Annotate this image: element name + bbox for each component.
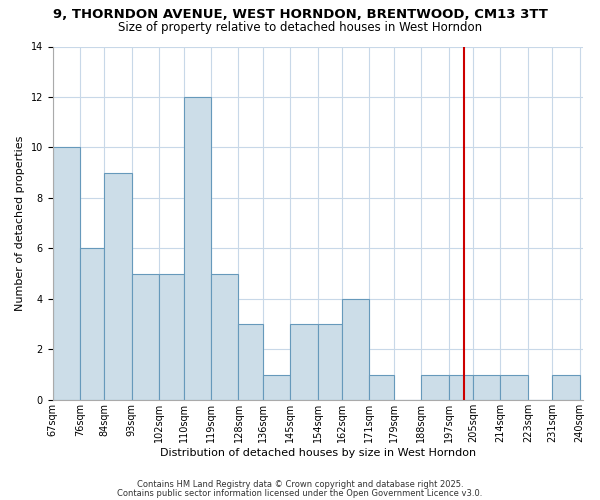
Bar bbox=[449, 374, 473, 400]
Bar bbox=[104, 172, 132, 400]
Bar bbox=[552, 374, 580, 400]
Bar bbox=[500, 374, 528, 400]
Bar bbox=[159, 274, 184, 400]
Bar bbox=[211, 274, 238, 400]
Bar bbox=[317, 324, 342, 400]
Bar bbox=[53, 148, 80, 400]
Bar bbox=[290, 324, 317, 400]
Bar bbox=[132, 274, 159, 400]
Y-axis label: Number of detached properties: Number of detached properties bbox=[15, 136, 25, 311]
Text: 9, THORNDON AVENUE, WEST HORNDON, BRENTWOOD, CM13 3TT: 9, THORNDON AVENUE, WEST HORNDON, BRENTW… bbox=[53, 8, 547, 20]
Bar bbox=[80, 248, 104, 400]
Text: Size of property relative to detached houses in West Horndon: Size of property relative to detached ho… bbox=[118, 21, 482, 34]
Bar bbox=[370, 374, 394, 400]
Bar bbox=[342, 299, 370, 400]
Bar bbox=[238, 324, 263, 400]
Bar bbox=[184, 97, 211, 400]
Bar bbox=[473, 374, 500, 400]
Text: Contains public sector information licensed under the Open Government Licence v3: Contains public sector information licen… bbox=[118, 488, 482, 498]
Bar bbox=[263, 374, 290, 400]
Bar bbox=[421, 374, 449, 400]
X-axis label: Distribution of detached houses by size in West Horndon: Distribution of detached houses by size … bbox=[160, 448, 476, 458]
Text: Contains HM Land Registry data © Crown copyright and database right 2025.: Contains HM Land Registry data © Crown c… bbox=[137, 480, 463, 489]
Text: 9 THORNDON AVENUE: 202sqm
← 96% of detached houses are smaller (65)
4% of semi-d: 9 THORNDON AVENUE: 202sqm ← 96% of detac… bbox=[0, 499, 1, 500]
